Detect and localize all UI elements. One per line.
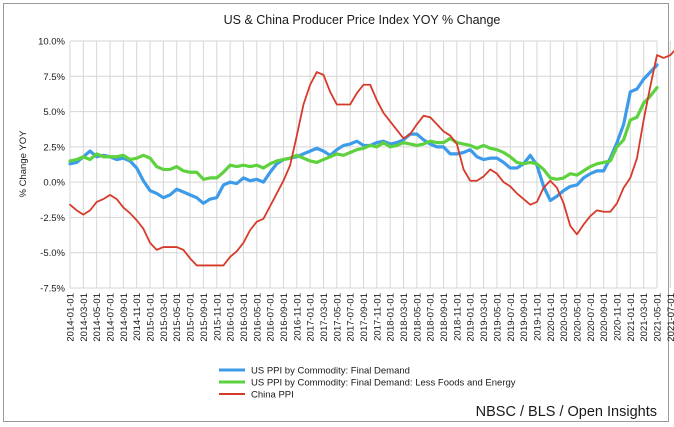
x-tick-label: 2016-11-01 (292, 293, 303, 341)
y-tick-label: 0.0% (43, 178, 65, 189)
x-tick-label: 2018-03-01 (399, 293, 410, 342)
x-tick-label: 2019-11-01 (532, 293, 543, 341)
x-tick-label: 2020-05-01 (572, 293, 583, 342)
x-tick-label: 2017-09-01 (359, 293, 370, 342)
series-line-3 (69, 49, 674, 267)
x-tick-label: 2019-01-01 (466, 293, 477, 342)
x-tick-label: 2014-01-01 (66, 293, 77, 342)
x-tick-label: 2015-01-01 (146, 293, 157, 342)
x-tick-label: 2015-03-01 (159, 293, 170, 342)
y-axis-label: % Change YOY (18, 130, 29, 198)
x-tick-label: 2018-11-01 (452, 293, 463, 341)
x-tick-label: 2020-01-01 (546, 293, 557, 342)
y-tick-label: -5.0% (40, 248, 65, 259)
chart-title: US & China Producer Price Index YOY % Ch… (224, 13, 501, 27)
x-tick-label: 2018-07-01 (426, 293, 437, 342)
x-tick-label: 2020-07-01 (586, 293, 597, 342)
legend-label: US PPI by Commodity: Final Demand (251, 366, 410, 377)
x-tick-label: 2019-03-01 (479, 293, 490, 342)
x-tick-label: 2016-09-01 (279, 293, 290, 342)
x-tick-label: 2014-07-01 (106, 293, 117, 342)
series-lines (68, 49, 674, 267)
series-line-2 (68, 85, 659, 181)
source-note: NBSC / BLS / Open Insights (476, 404, 657, 420)
x-tick-label: 2016-01-01 (226, 293, 237, 342)
y-tick-label: -7.5% (40, 284, 65, 295)
y-tick-label: -2.5% (40, 213, 65, 224)
y-tick-label: 7.5% (43, 72, 65, 83)
x-tick-label: 2021-07-01 (666, 293, 674, 342)
y-tick-labels: 10.0% 7.5% 5.0% 2.5% 0.0% -2.5% -5.0% -7.5% (38, 37, 65, 295)
x-tick-label: 2018-05-01 (412, 293, 423, 342)
x-tick-label: 2015-05-01 (172, 293, 183, 342)
y-tick-label: 2.5% (43, 142, 65, 153)
chart-frame (3, 3, 669, 422)
x-tick-label: 2021-05-01 (653, 293, 664, 342)
x-tick-label: 2014-03-01 (79, 293, 90, 342)
x-tick-label: 2020-11-01 (612, 293, 623, 341)
x-tick-label: 2020-09-01 (599, 293, 610, 342)
gridlines (69, 40, 671, 289)
x-tick-label: 2014-11-01 (132, 293, 143, 341)
y-tick-label: 10.0% (38, 37, 65, 48)
x-tick-label: 2014-05-01 (92, 293, 103, 342)
x-tick-label: 2021-01-01 (626, 293, 637, 342)
x-tick-label: 2017-05-01 (332, 293, 343, 342)
x-tick-label: 2014-09-01 (119, 293, 130, 342)
x-tick-labels: 2014-01-01 2014-03-01 2014-05-01 2014-07-01… (66, 293, 674, 342)
x-tick-label: 2017-01-01 (306, 293, 317, 342)
y-tick-label: 5.0% (43, 107, 65, 118)
x-tick-label: 2019-05-01 (492, 293, 503, 342)
x-tick-label: 2019-09-01 (519, 293, 530, 342)
x-tick-label: 2019-07-01 (506, 293, 517, 342)
x-tick-label: 2016-03-01 (239, 293, 250, 342)
x-tick-label: 2015-07-01 (186, 293, 197, 342)
x-tick-label: 2017-11-01 (372, 293, 383, 341)
x-tick-label: 2018-01-01 (386, 293, 397, 342)
x-tick-label: 2018-09-01 (439, 293, 450, 342)
x-tick-label: 2015-11-01 (212, 293, 223, 341)
x-tick-label: 2016-05-01 (252, 293, 263, 342)
x-tick-label: 2017-03-01 (319, 293, 330, 342)
x-tick-label: 2015-09-01 (199, 293, 210, 342)
legend-label: China PPI (251, 390, 294, 401)
x-tick-label: 2021-03-01 (639, 293, 650, 342)
x-tick-label: 2017-07-01 (346, 293, 357, 342)
x-tick-label: 2020-03-01 (559, 293, 570, 342)
x-tick-label: 2016-07-01 (266, 293, 277, 342)
legend-label: US PPI by Commodity: Final Demand: Less … (251, 378, 516, 389)
